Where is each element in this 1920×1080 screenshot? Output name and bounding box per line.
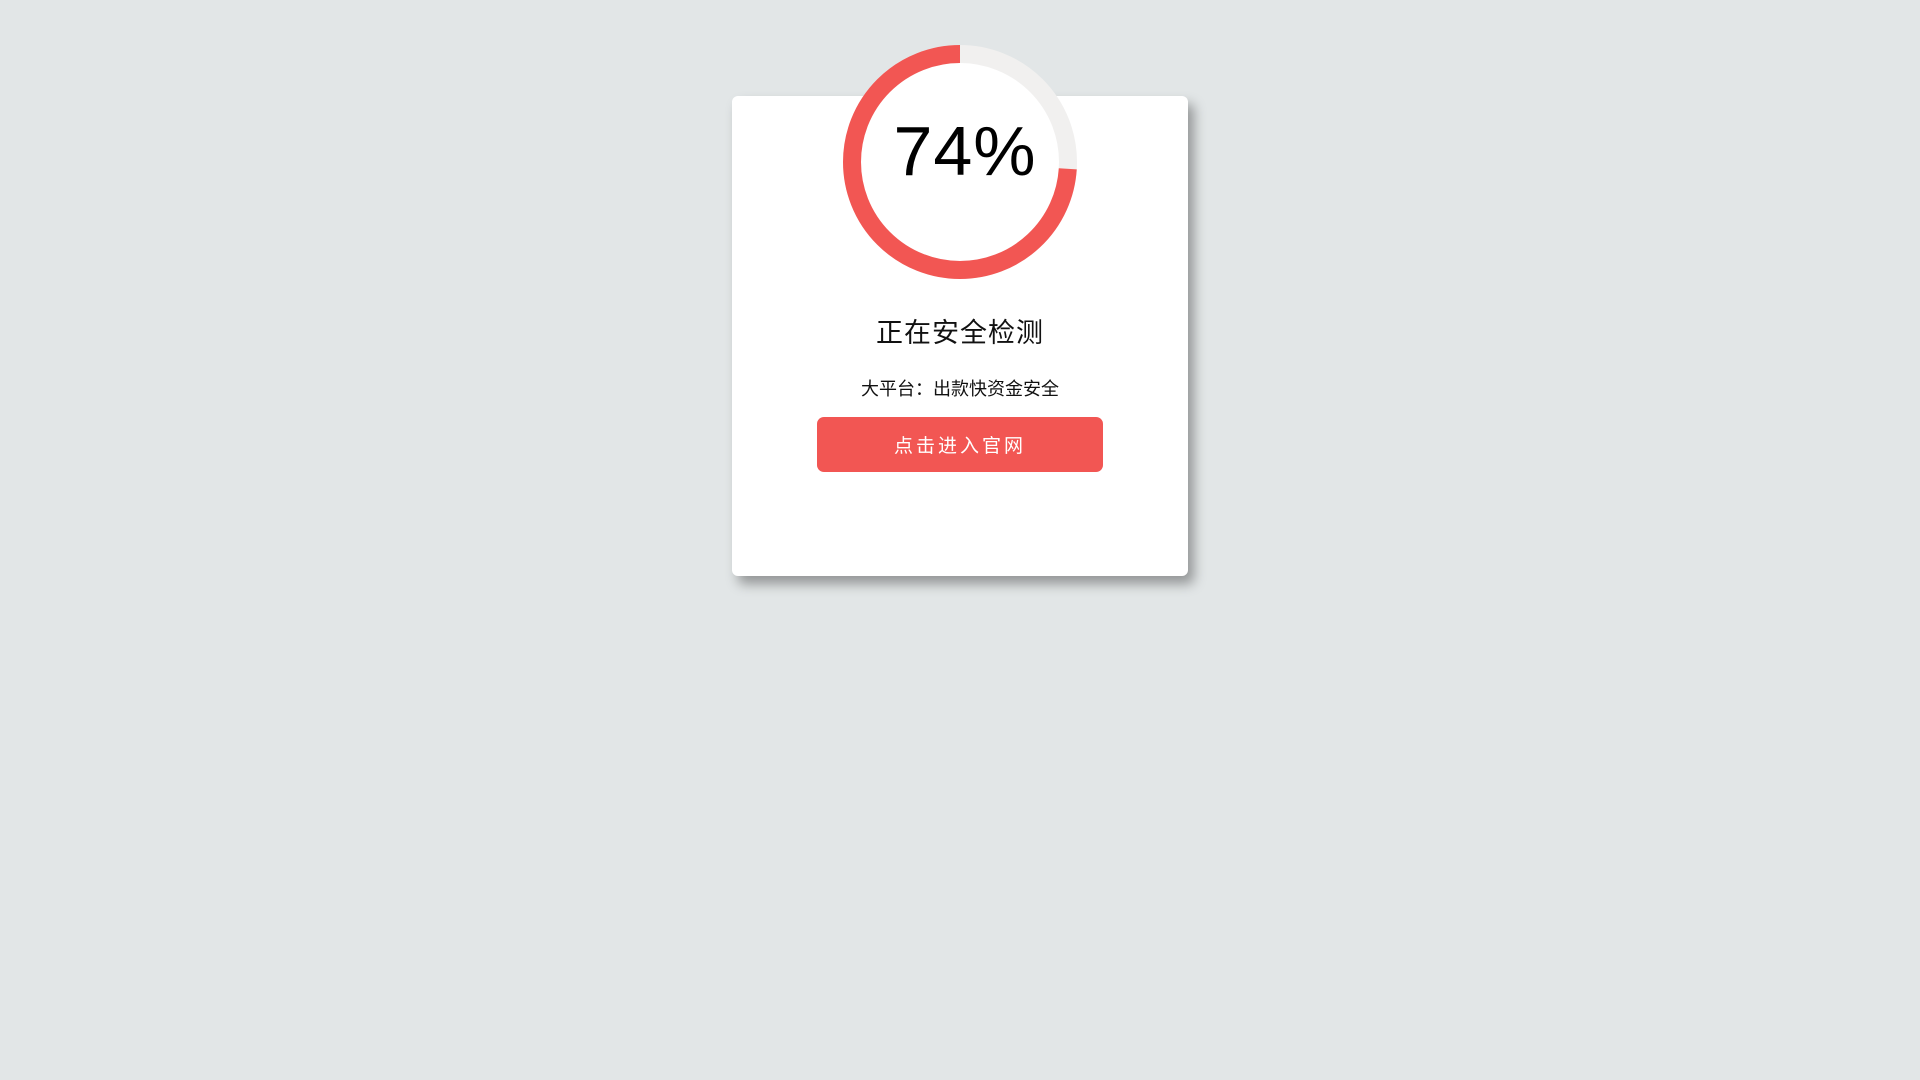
progress-ring-fill — [843, 45, 1077, 279]
progress-percent-text: 74% — [893, 112, 1037, 190]
progress-ring: 74% — [843, 45, 1077, 279]
enter-official-site-button[interactable]: 点击进入官网 — [817, 417, 1103, 472]
progress-ring-svg — [843, 45, 1077, 279]
platform-subtitle: 大平台：出款快资金安全 — [861, 379, 1059, 400]
status-title: 正在安全检测 — [876, 318, 1044, 349]
progress-ring-background — [852, 54, 1068, 270]
